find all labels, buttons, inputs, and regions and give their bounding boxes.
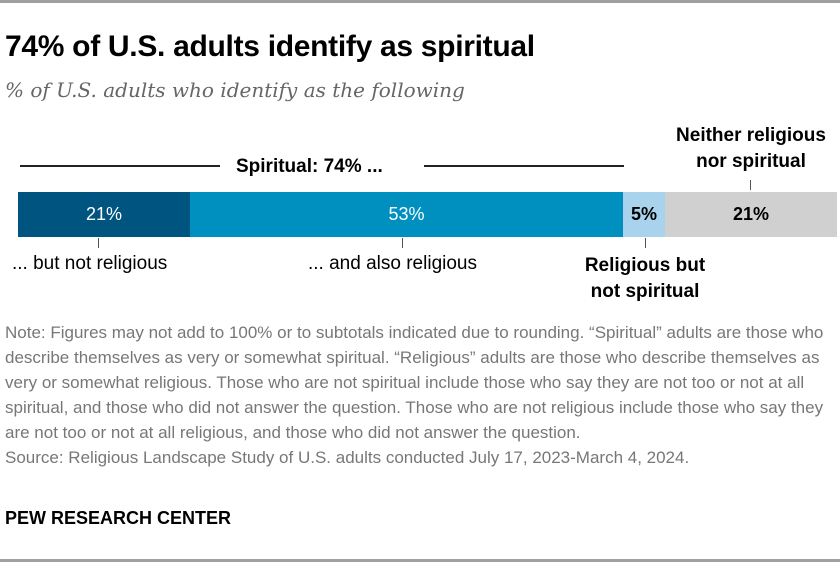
label-and-also-religious: ... and also religious (308, 253, 477, 274)
bar-spiritual-not-religious: 21% (18, 192, 190, 237)
value-label: 21% (732, 204, 770, 224)
pew-logo-text: PEW RESEARCH CENTER (5, 508, 232, 528)
source-text: Source: Religious Landscape Study of U.S… (5, 448, 690, 467)
note-text: Note: Figures may not add to 100% or to … (5, 323, 824, 442)
note-block: Note: Figures may not add to 100% or to … (5, 320, 835, 470)
religious-not-spiritual-label: Religious but not spiritual (555, 253, 735, 305)
spiritual-group-label: Spiritual: 74% ... (236, 156, 383, 177)
bar-spiritual-and-religious: 53% (190, 192, 623, 237)
value-label: 21% (85, 204, 123, 224)
tick-1 (402, 238, 403, 248)
bar-religious-not-spiritual: 5% (623, 192, 665, 237)
neither-label: Neither religious nor spiritual (662, 123, 840, 175)
top-rule (0, 0, 840, 3)
spiritual-bracket-right (424, 165, 624, 167)
value-label: 53% (388, 204, 425, 224)
label-but-not-religious: ... but not religious (12, 253, 168, 274)
tick-2 (645, 238, 646, 248)
spiritual-bracket-left (20, 165, 220, 167)
bottom-rule (0, 559, 840, 562)
chart-subtitle: % of U.S. adults who identify as the fol… (5, 78, 465, 102)
bar-neither: 21% (665, 192, 837, 237)
neither-label-line2: nor spiritual (696, 151, 806, 172)
neither-label-line1: Neither religious (676, 125, 826, 146)
value-label: 5% (630, 204, 657, 224)
rns-label-line2: not spiritual (590, 281, 700, 302)
chart-title: 74% of U.S. adults identify as spiritual (5, 30, 535, 63)
rns-label-line1: Religious but (584, 255, 706, 276)
neither-tick (750, 180, 751, 190)
tick-0 (98, 238, 99, 248)
